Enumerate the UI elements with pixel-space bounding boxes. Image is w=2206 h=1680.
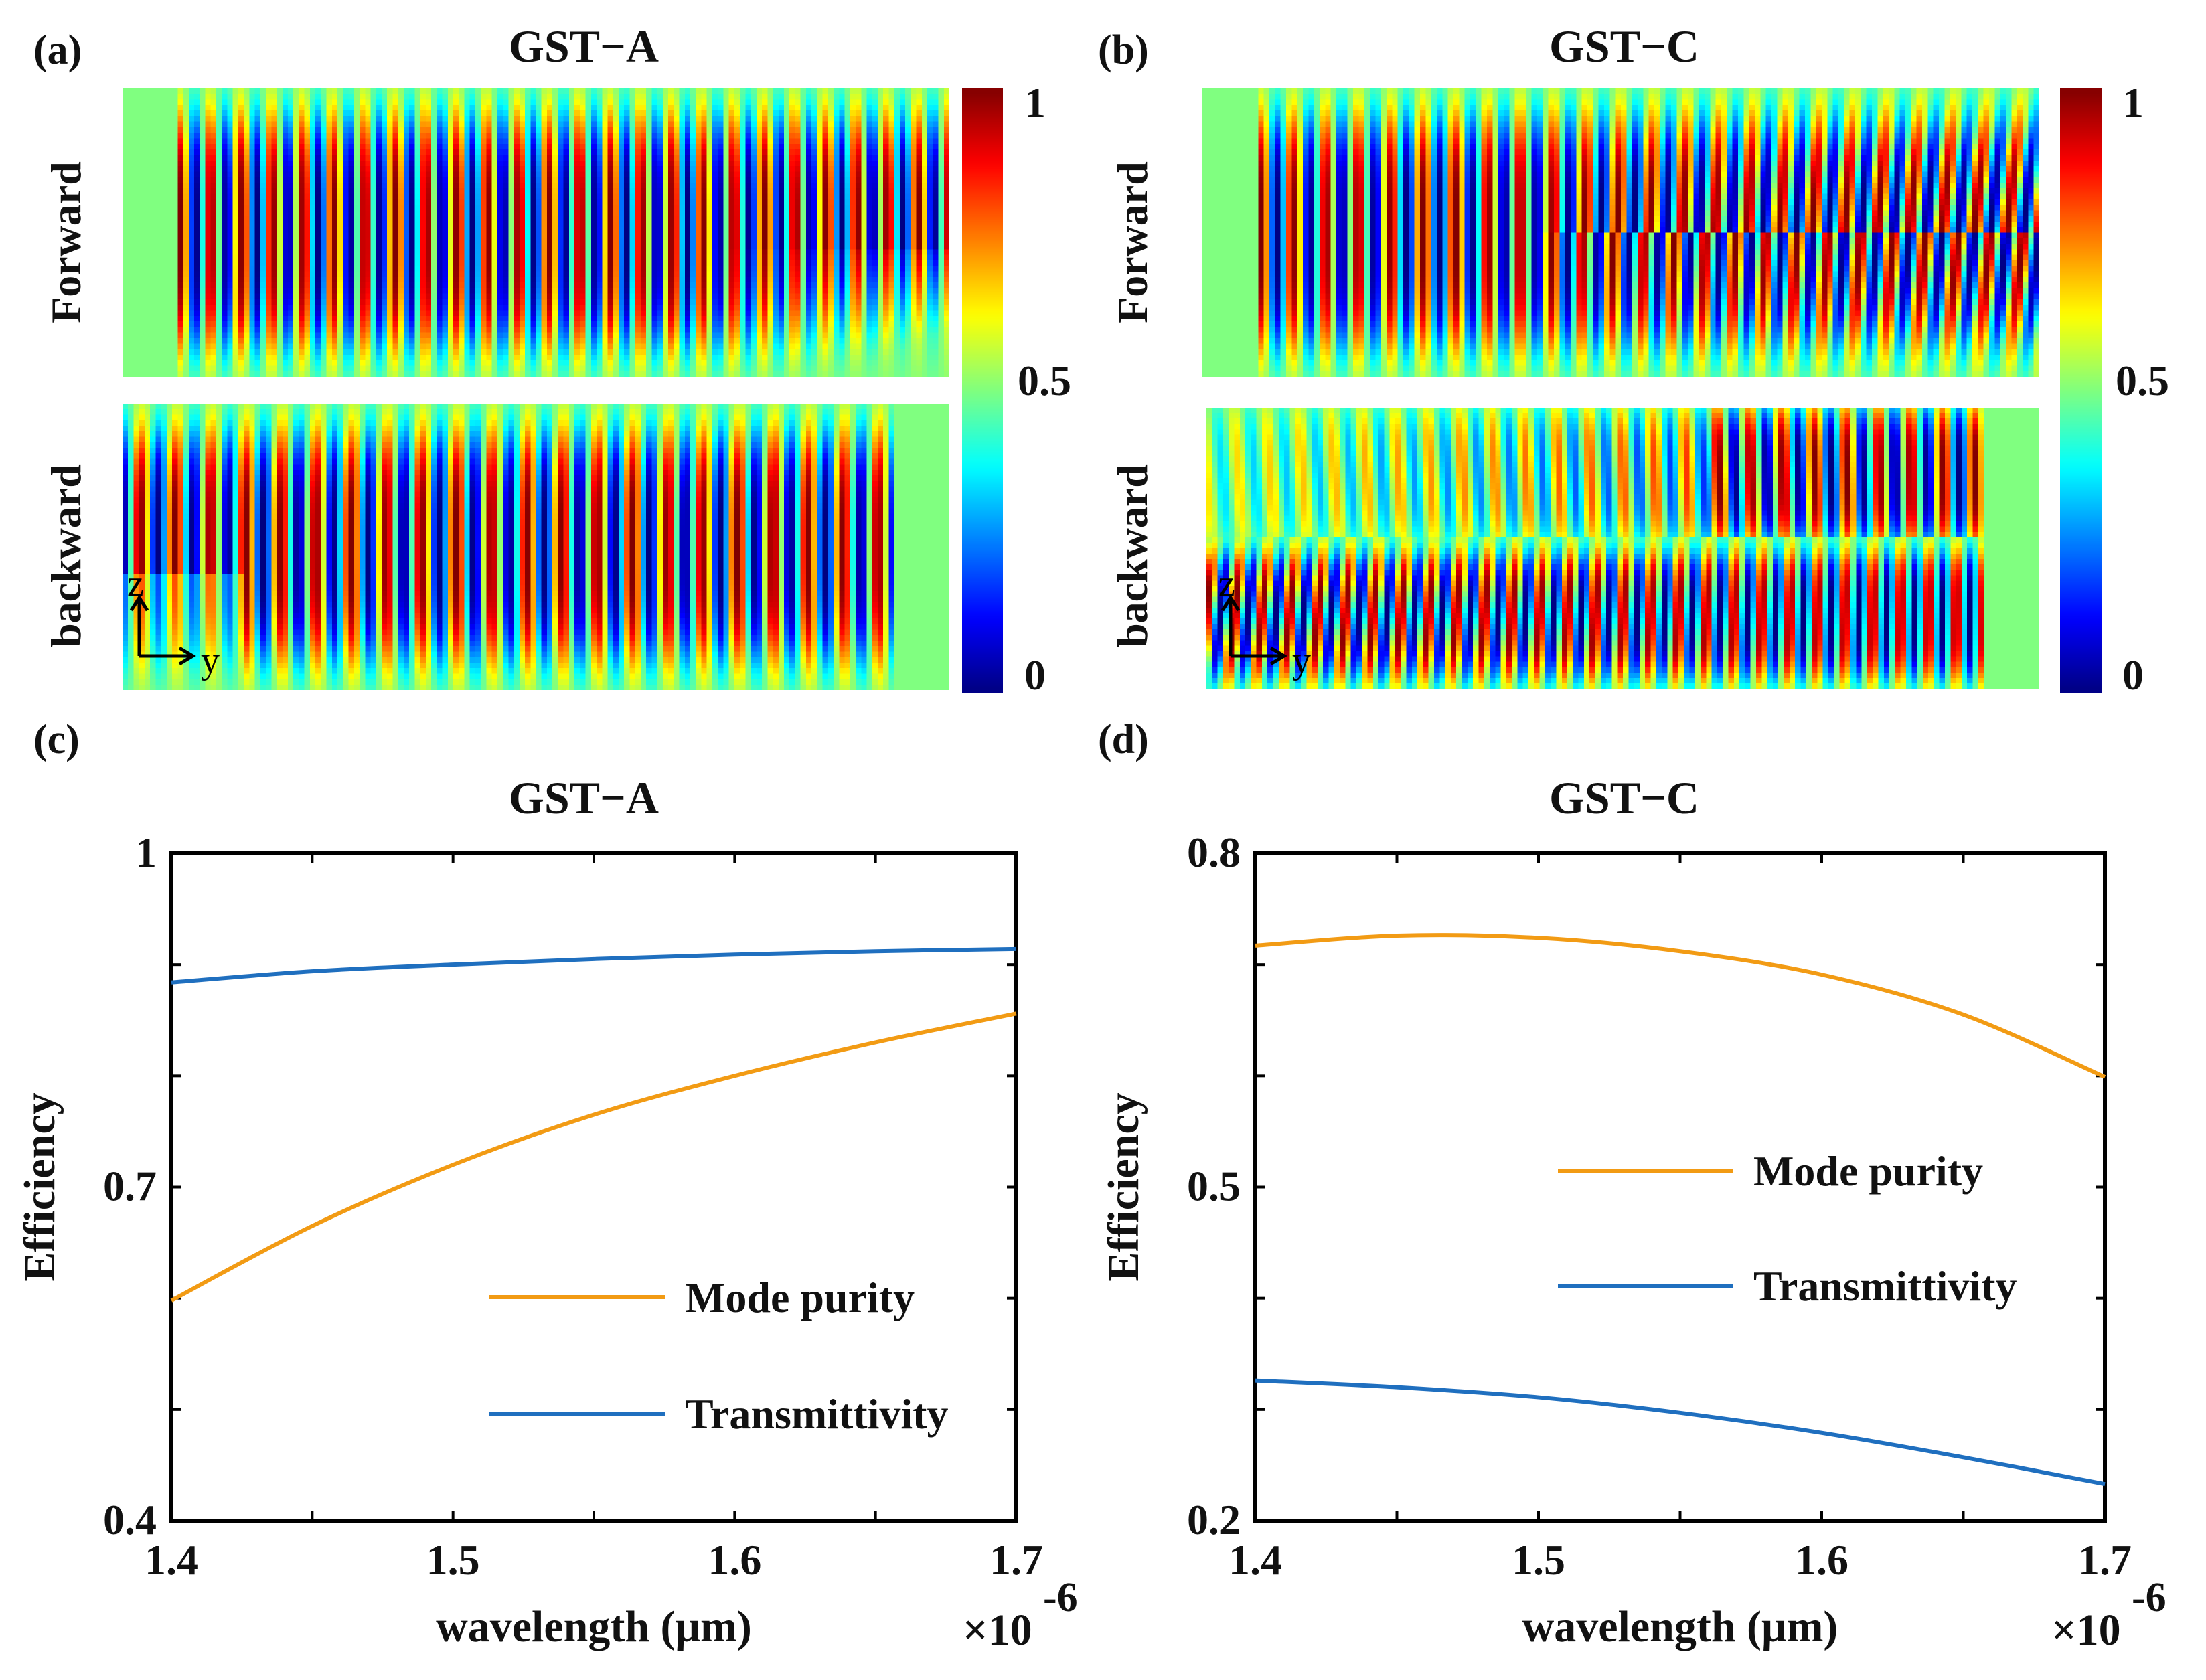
y-axis-label: Efficiency [1099, 1092, 1148, 1281]
panel-label-d: (d) [1098, 717, 1149, 762]
title-c: GST−A [509, 772, 659, 823]
line-chart-gst-c: 1.4 1.5 1.6 1.7 0.2 0.5 0.8 wavelength (μm) ×10-… [1099, 829, 2166, 1655]
axis-z-label-b: z [1218, 563, 1235, 604]
plot-frame [169, 851, 1018, 1523]
colorbar-a-tick-0.5: 0.5 [1018, 357, 1071, 404]
x-multiplier: ×10 [963, 1606, 1032, 1655]
colorbar-b-tick-0: 0 [2122, 651, 2144, 699]
x-axis-label: wavelength (μm) [1522, 1602, 1838, 1651]
axis-z-label-a: z [127, 563, 144, 604]
colorbar-a-tick-0: 0 [1024, 651, 1046, 699]
legend-label: Transmittivity [1753, 1262, 2017, 1310]
row-label-backward-b: backward [1109, 464, 1156, 647]
y-tick-label: 0.7 [103, 1163, 157, 1210]
axis-y-label-b: y [1292, 640, 1311, 681]
panel-label-a: (a) [33, 27, 82, 73]
title-a: GST−A [509, 21, 659, 72]
heatmap-gst-a-backward [123, 404, 949, 690]
panel-label-b: (b) [1098, 27, 1149, 73]
legend-label: Transmittivity [685, 1390, 948, 1438]
series-line-mode-purity [170, 1011, 1017, 1303]
y-tick-label: 1 [135, 829, 157, 876]
x-multiplier-exponent: -6 [1043, 1575, 1078, 1620]
y-tick-label: 0.8 [1187, 829, 1241, 876]
title-d: GST−C [1549, 772, 1699, 823]
heatmap-gst-a-forward [123, 88, 949, 377]
y-tick-label: 0.5 [1187, 1163, 1241, 1210]
x-tick-label: 1.4 [145, 1536, 198, 1584]
x-axis-label: wavelength (μm) [436, 1602, 752, 1651]
plot-frame [1253, 851, 2107, 1523]
series-line-transmittivity [1255, 1378, 2106, 1487]
x-tick-label: 1.7 [990, 1536, 1043, 1584]
x-tick-label: 1.7 [2078, 1536, 2132, 1584]
zy-axes-icon-b: z y [1218, 563, 1311, 681]
legend-label: Mode purity [1753, 1147, 1983, 1195]
heatmap-gst-c-forward [1202, 88, 2039, 377]
row-label-backward-a: backward [42, 464, 90, 647]
x-multiplier: ×10 [2051, 1606, 2121, 1655]
row-label-forward-b: Forward [1109, 161, 1156, 323]
x-multiplier-exponent: -6 [2132, 1575, 2166, 1620]
heatmap-gst-c-backward [1206, 408, 2039, 689]
series-line-transmittivity [171, 946, 1017, 985]
zy-axes-icon-a: z y [127, 563, 220, 681]
x-tick-label: 1.4 [1229, 1536, 1282, 1584]
legend-label: Mode purity [685, 1274, 915, 1321]
y-tick-label: 0.2 [1187, 1496, 1241, 1543]
colorbar-a [962, 88, 1003, 693]
colorbar-a-tick-1: 1 [1024, 79, 1046, 127]
line-chart-gst-a: 1.4 1.5 1.6 1.7 0.4 0.7 1 wavelength (μm) ×10-6 E… [15, 829, 1078, 1655]
x-tick-label: 1.6 [1795, 1536, 1848, 1584]
x-tick-label: 1.5 [1512, 1536, 1565, 1584]
y-tick-label: 0.4 [103, 1496, 157, 1543]
y-axis-label: Efficiency [15, 1092, 64, 1281]
panel-label-c: (c) [33, 717, 80, 762]
row-label-forward-a: Forward [42, 161, 90, 323]
title-b: GST−C [1549, 21, 1699, 72]
colorbar-b-tick-0.5: 0.5 [2116, 357, 2169, 404]
series-line-mode-purity [1255, 933, 2106, 1079]
x-tick-label: 1.6 [708, 1536, 761, 1584]
axis-y-label-a: y [201, 640, 220, 681]
colorbar-b-tick-1: 1 [2122, 79, 2144, 127]
x-tick-label: 1.5 [426, 1536, 480, 1584]
colorbar-b [2060, 88, 2102, 693]
